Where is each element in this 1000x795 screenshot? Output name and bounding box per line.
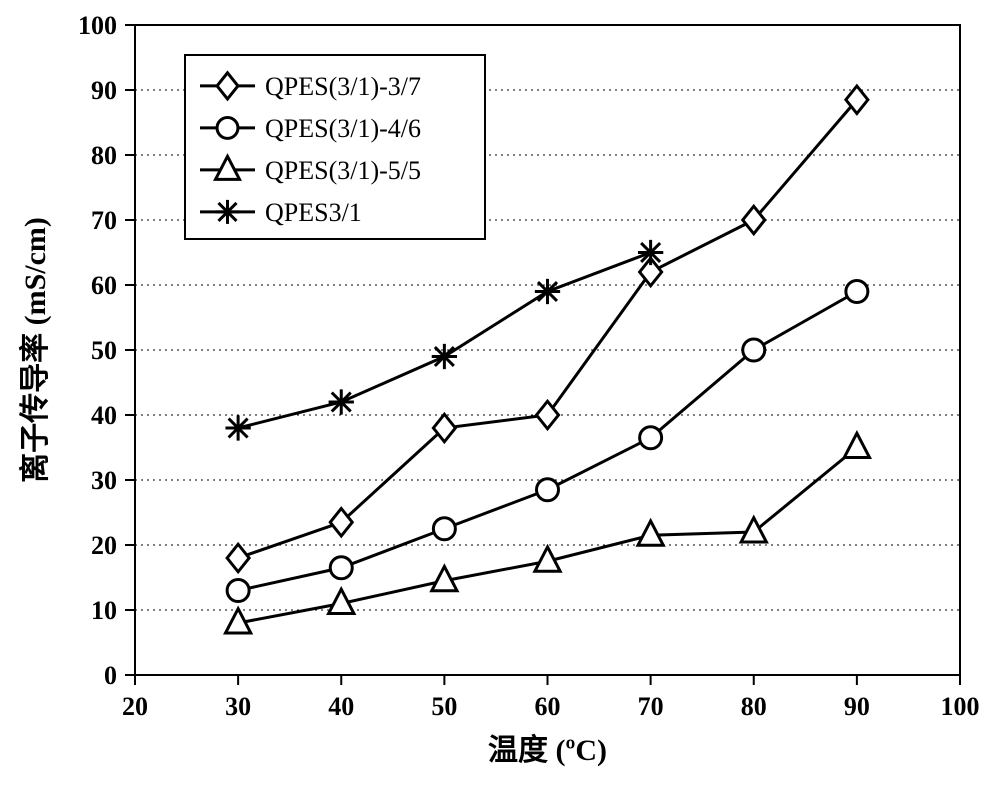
x-tick-label: 70 [638,692,664,721]
y-tick-label: 50 [91,336,117,365]
y-tick-label: 60 [91,271,117,300]
x-tick-label: 100 [941,692,980,721]
y-tick-label: 80 [91,141,117,170]
x-tick-label: 80 [741,692,767,721]
y-tick-label: 40 [91,401,117,430]
x-tick-label: 60 [535,692,561,721]
y-axis-label: 离子传导率 (mS/cm) [19,217,52,483]
y-tick-label: 0 [104,661,117,690]
x-tick-label: 40 [328,692,354,721]
x-tick-label: 50 [431,692,457,721]
y-tick-label: 70 [91,206,117,235]
x-tick-label: 30 [225,692,251,721]
y-tick-label: 20 [91,531,117,560]
x-tick-label: 90 [844,692,870,721]
conductivity-chart: 20 30 40 50 60 70 80 90 100 0 10 20 30 40 50 60 70 80 90 10… [0,0,1000,795]
y-tick-label: 100 [78,11,117,40]
legend-label: QPES3/1 [265,198,362,227]
y-tick-label: 90 [91,76,117,105]
x-tick-label: 20 [122,692,148,721]
legend-label: QPES(3/1)-5/5 [265,156,421,185]
y-tick-label: 10 [91,596,117,625]
y-tick-label: 30 [91,466,117,495]
legend-label: QPES(3/1)-3/7 [265,72,421,101]
x-axis-label: 温度 (ºC) [488,734,607,767]
chart-container: 20 30 40 50 60 70 80 90 100 0 10 20 30 40 50 60 70 80 90 10… [0,0,1000,795]
legend: QPES(3/1)-3/7 QPES(3/1)-4/6 QPES(3/1)-5/5 Q… [185,55,485,239]
legend-label: QPES(3/1)-4/6 [265,114,421,143]
